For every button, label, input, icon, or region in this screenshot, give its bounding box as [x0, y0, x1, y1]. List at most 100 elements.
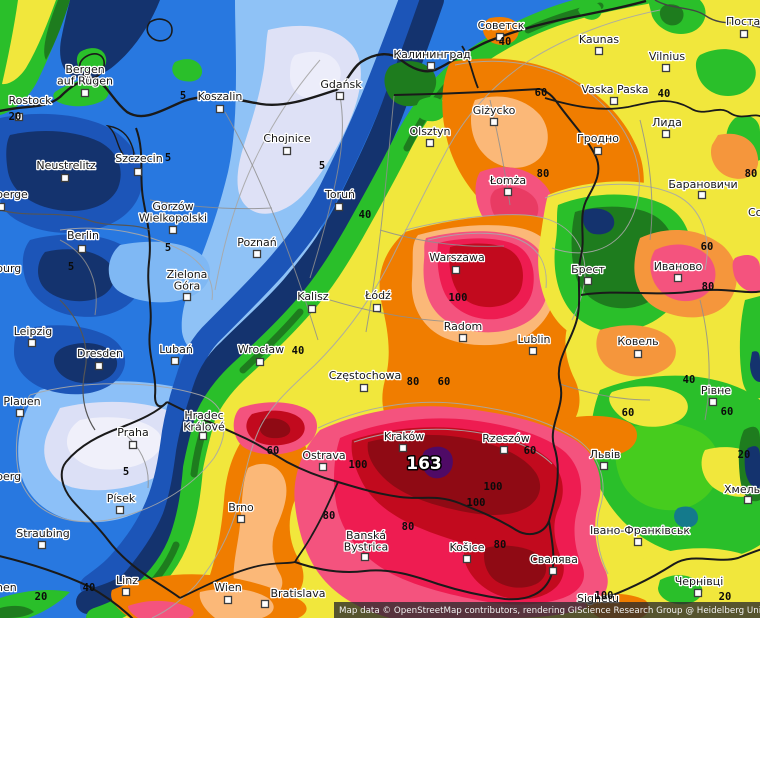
city-label: Калининград [393, 48, 471, 61]
city-marker [499, 445, 509, 455]
city-Свалява: Свалява [529, 552, 579, 576]
city-hen: hen [0, 580, 18, 596]
city-Брест: Брест [570, 262, 607, 286]
map-shape [582, 208, 615, 235]
city-Lubań: Lubań [158, 342, 194, 366]
map-shape [732, 255, 760, 292]
city-label: Leipzig [14, 325, 53, 338]
map-shape [650, 244, 716, 302]
contour-label-20: 20 [719, 591, 732, 603]
city-label: Гродно [577, 132, 619, 145]
city-Львів: Львів [588, 447, 622, 471]
city-marker [609, 96, 619, 106]
city-Гродно: Гродно [576, 131, 621, 156]
city-marker [739, 29, 749, 39]
city-marker [599, 461, 609, 471]
map-shape [379, 229, 505, 247]
contour-label-5: 5 [123, 466, 129, 478]
contour-label-80: 80 [702, 281, 715, 293]
city-marker [223, 595, 233, 605]
map-shape [674, 506, 698, 528]
map-shape [0, 209, 151, 231]
map-shape [422, 446, 453, 479]
map-shape [59, 227, 213, 301]
city-label: Солигорск [748, 206, 760, 219]
map-shape [744, 446, 760, 489]
map-shape [750, 351, 760, 382]
city-label: Хмельницький [724, 483, 760, 496]
city-marker [260, 599, 270, 609]
city-label: Свалява [530, 553, 578, 566]
city-Linz: Linz [115, 573, 139, 597]
city-label: Івано-Франківськ [590, 524, 690, 537]
city-label: Lubań [159, 343, 193, 356]
map-shape [599, 548, 760, 601]
city-marker [708, 397, 718, 407]
city-label: Písek [107, 492, 136, 505]
contour-label-60: 60 [701, 241, 714, 253]
map-shape [659, 4, 684, 26]
city-Wrocław: Wrocław [237, 342, 285, 367]
city-Leipzig: Leipzig [12, 324, 54, 348]
precipitation-map[interactable]: Rostock Bergen auf Rügen Koszalin Gdańsk Сове… [0, 0, 760, 618]
city-label: Поставы [726, 15, 760, 28]
city-Bratislava: Bratislava [260, 586, 327, 609]
city-Vilnius: Vilnius [648, 49, 687, 73]
city-label: Vaska Paska [581, 83, 648, 96]
city-berg: berg [0, 469, 22, 485]
contour-label-5: 5 [180, 90, 186, 102]
city-Kalisz: Kalisz [296, 289, 330, 314]
contour-label-40: 40 [499, 36, 512, 48]
contour-label-60: 60 [535, 87, 548, 99]
map-shape [6, 130, 121, 212]
city-label: Bystrica [344, 541, 388, 554]
city-marker [80, 88, 90, 98]
contour-label-80: 80 [494, 539, 507, 551]
city-Советск: Советск [476, 18, 526, 42]
map-shape [329, 299, 456, 323]
city-Kaunas: Kaunas [578, 32, 621, 56]
city-label: Szczecin [115, 152, 162, 165]
contour-label-5: 5 [165, 242, 171, 254]
map-shape [199, 588, 274, 618]
city-label: Kaunas [579, 33, 619, 46]
map-shape [149, 199, 273, 210]
city-marker [94, 361, 104, 371]
city-Kraków: Kraków [383, 429, 425, 453]
city-marker [594, 46, 604, 56]
city-marker [121, 587, 131, 597]
map-shape [544, 97, 760, 118]
city-Olsztyn: Olsztyn [408, 124, 452, 148]
city-label: Linz [116, 574, 138, 587]
contour-label-100: 100 [449, 292, 468, 304]
map-shape [105, 124, 135, 162]
map-shape [461, 45, 479, 89]
city-marker [27, 338, 37, 348]
contour-label-100: 100 [349, 459, 368, 471]
city-label: Lublin [518, 333, 551, 346]
city-label: Banská [346, 529, 386, 542]
city-marker [593, 146, 603, 156]
city-label: Kraków [384, 430, 424, 443]
contour-label-5: 5 [319, 160, 325, 172]
city-berge: berge [0, 187, 29, 212]
contour-label-20: 20 [9, 111, 22, 123]
city-label: Częstochowa [329, 369, 401, 382]
map-shape [484, 545, 547, 588]
city-marker [693, 588, 703, 598]
city-label: Góra [174, 280, 201, 293]
city-label: Zielona [167, 268, 208, 281]
city-marker [307, 304, 317, 314]
admin-borders [0, 0, 760, 618]
city-label: Gorzów [152, 200, 193, 213]
city-Brno: Brno [227, 500, 255, 524]
city-label: Chojnice [263, 132, 311, 145]
city-label: Лида [652, 116, 682, 129]
city-label: Ostrava [302, 449, 345, 462]
city-marker [398, 443, 408, 453]
contour-label-100: 100 [467, 497, 486, 509]
city-marker [458, 333, 468, 343]
city-marker [462, 554, 472, 564]
